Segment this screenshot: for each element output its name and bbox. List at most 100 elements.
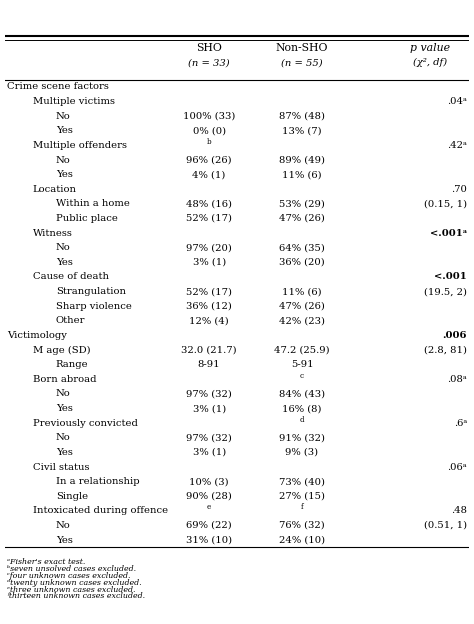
Text: 48% (16): 48% (16) — [186, 200, 232, 208]
Text: (0.15, 1): (0.15, 1) — [424, 200, 467, 208]
Text: .006: .006 — [442, 331, 467, 340]
Text: Sharp violence: Sharp violence — [56, 302, 132, 311]
Text: 13% (7): 13% (7) — [282, 126, 322, 135]
Text: 89% (49): 89% (49) — [279, 155, 325, 165]
Text: Crime scene factors: Crime scene factors — [7, 82, 109, 92]
Text: Yes: Yes — [56, 535, 73, 545]
Text: Yes: Yes — [56, 170, 73, 179]
Text: Yes: Yes — [56, 404, 73, 413]
Text: 64% (35): 64% (35) — [279, 243, 325, 252]
Text: 11% (6): 11% (6) — [282, 287, 322, 296]
Text: Yes: Yes — [56, 126, 73, 135]
Text: .04ᵃ: .04ᵃ — [447, 97, 467, 106]
Text: 47% (26): 47% (26) — [279, 302, 325, 311]
Text: Civil status: Civil status — [33, 462, 89, 472]
Text: .42ᵃ: .42ᵃ — [447, 141, 467, 150]
Text: 91% (32): 91% (32) — [279, 433, 325, 442]
Text: (0.51, 1): (0.51, 1) — [424, 521, 467, 530]
Text: ᵇseven unsolved cases excluded.: ᵇseven unsolved cases excluded. — [7, 565, 136, 573]
Text: Born abroad: Born abroad — [33, 375, 96, 384]
Text: 11% (6): 11% (6) — [282, 170, 322, 179]
Text: 76% (32): 76% (32) — [279, 521, 325, 530]
Text: 8-91: 8-91 — [198, 360, 220, 369]
Text: .06ᵃ: .06ᵃ — [447, 462, 467, 472]
Text: No: No — [56, 112, 71, 120]
Text: f: f — [301, 503, 303, 511]
Text: No: No — [56, 389, 71, 399]
Text: ᵉthree unknown cases excluded.: ᵉthree unknown cases excluded. — [7, 585, 136, 593]
Text: Single: Single — [56, 492, 88, 501]
Text: ᶠthirteen unknown cases excluded.: ᶠthirteen unknown cases excluded. — [7, 592, 145, 600]
Text: 47.2 (25.9): 47.2 (25.9) — [274, 346, 330, 354]
Text: p value: p value — [410, 43, 450, 53]
Text: Victimology: Victimology — [7, 331, 67, 340]
Text: 10% (3): 10% (3) — [189, 477, 229, 486]
Text: 4% (1): 4% (1) — [192, 170, 226, 179]
Text: (χ², df): (χ², df) — [413, 58, 447, 67]
Text: 12% (4): 12% (4) — [189, 316, 229, 325]
Text: Yes: Yes — [56, 258, 73, 267]
Text: 84% (43): 84% (43) — [279, 389, 325, 399]
Text: No: No — [56, 243, 71, 252]
Text: Strangulation: Strangulation — [56, 287, 126, 296]
Text: 73% (40): 73% (40) — [279, 477, 325, 486]
Text: 27% (15): 27% (15) — [279, 492, 325, 501]
Text: Multiple victims: Multiple victims — [33, 97, 115, 106]
Text: 24% (10): 24% (10) — [279, 535, 325, 545]
Text: Cause of death: Cause of death — [33, 273, 109, 281]
Text: <.001ᵃ: <.001ᵃ — [429, 228, 467, 238]
Text: Intoxicated during offence: Intoxicated during offence — [33, 507, 168, 515]
Text: (19.5, 2): (19.5, 2) — [424, 287, 467, 296]
Text: ᵈtwenty unknown cases excluded.: ᵈtwenty unknown cases excluded. — [7, 579, 142, 587]
Text: 32.0 (21.7): 32.0 (21.7) — [182, 346, 237, 354]
Text: .48: .48 — [451, 507, 467, 515]
Text: <.001: <.001 — [434, 273, 467, 281]
Text: 36% (20): 36% (20) — [279, 258, 325, 267]
Text: 31% (10): 31% (10) — [186, 535, 232, 545]
Text: 5-91: 5-91 — [291, 360, 313, 369]
Text: 97% (20): 97% (20) — [186, 243, 232, 252]
Text: (n = 33): (n = 33) — [188, 58, 230, 67]
Text: Other: Other — [56, 316, 85, 325]
Text: 90% (28): 90% (28) — [186, 492, 232, 501]
Text: (n = 55): (n = 55) — [281, 58, 323, 67]
Text: 53% (29): 53% (29) — [279, 200, 325, 208]
Text: ᶜfour unknown cases excluded.: ᶜfour unknown cases excluded. — [7, 572, 130, 580]
Text: SHO: SHO — [196, 43, 222, 53]
Text: 0% (0): 0% (0) — [192, 126, 226, 135]
Text: Yes: Yes — [56, 448, 73, 457]
Text: 69% (22): 69% (22) — [186, 521, 232, 530]
Text: Range: Range — [56, 360, 89, 369]
Text: ᵃFisher's exact test.: ᵃFisher's exact test. — [7, 558, 85, 567]
Text: 52% (17): 52% (17) — [186, 214, 232, 223]
Text: In a relationship: In a relationship — [56, 477, 139, 486]
Text: .6ᵃ: .6ᵃ — [454, 419, 467, 427]
Text: 97% (32): 97% (32) — [186, 433, 232, 442]
Text: 9% (3): 9% (3) — [285, 448, 319, 457]
Text: 87% (48): 87% (48) — [279, 112, 325, 120]
Text: 96% (26): 96% (26) — [186, 155, 232, 165]
Text: Public place: Public place — [56, 214, 118, 223]
Text: 97% (32): 97% (32) — [186, 389, 232, 399]
Text: Non-SHO: Non-SHO — [276, 43, 328, 53]
Text: 47% (26): 47% (26) — [279, 214, 325, 223]
Text: b: b — [207, 138, 211, 146]
Text: 3% (1): 3% (1) — [192, 404, 226, 413]
Text: 100% (33): 100% (33) — [183, 112, 235, 120]
Text: 36% (12): 36% (12) — [186, 302, 232, 311]
Text: No: No — [56, 433, 71, 442]
Text: 52% (17): 52% (17) — [186, 287, 232, 296]
Text: 42% (23): 42% (23) — [279, 316, 325, 325]
Text: Witness: Witness — [33, 228, 73, 238]
Text: (2.8, 81): (2.8, 81) — [424, 346, 467, 354]
Text: Within a home: Within a home — [56, 200, 130, 208]
Text: d: d — [300, 416, 304, 424]
Text: Multiple offenders: Multiple offenders — [33, 141, 127, 150]
Text: M age (SD): M age (SD) — [33, 346, 90, 354]
Text: 3% (1): 3% (1) — [192, 258, 226, 267]
Text: Previously convicted: Previously convicted — [33, 419, 137, 427]
Text: No: No — [56, 521, 71, 530]
Text: .08ᵃ: .08ᵃ — [447, 375, 467, 384]
Text: e: e — [207, 503, 211, 511]
Text: c: c — [300, 372, 304, 379]
